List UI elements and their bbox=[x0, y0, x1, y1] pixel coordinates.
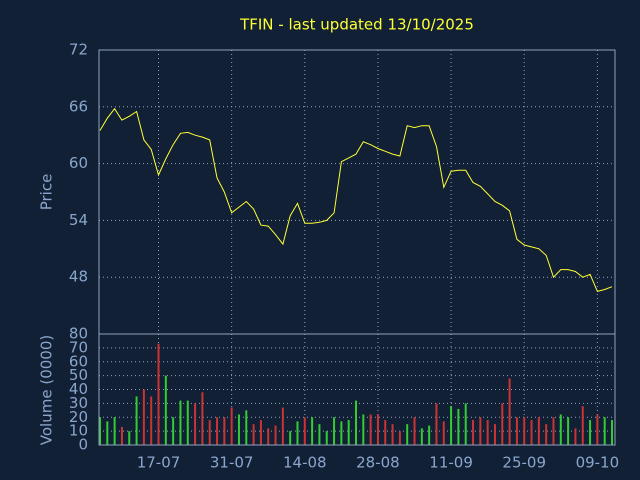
volume-bar bbox=[120, 426, 123, 445]
volume-bar bbox=[311, 417, 314, 445]
volume-bar bbox=[589, 420, 592, 445]
volume-bar bbox=[252, 424, 255, 445]
volume-bar bbox=[106, 421, 109, 445]
volume-bar bbox=[464, 403, 467, 445]
y-tick-label: 80 bbox=[69, 325, 88, 343]
volume-bar bbox=[442, 421, 445, 445]
x-tick-label: 09-10 bbox=[576, 454, 620, 472]
volume-bar bbox=[333, 417, 336, 445]
y-tick-label: 72 bbox=[69, 41, 88, 59]
y-tick-label: 30 bbox=[69, 394, 88, 412]
volume-bar bbox=[515, 417, 518, 445]
volume-bar bbox=[208, 420, 211, 445]
volume-bar bbox=[289, 431, 292, 445]
volume-bar bbox=[201, 392, 204, 445]
volume-bar bbox=[486, 420, 489, 445]
y-tick-label: 66 bbox=[69, 97, 88, 115]
y-tick-label: 10 bbox=[69, 422, 88, 440]
volume-bar bbox=[581, 406, 584, 445]
volume-bar bbox=[274, 425, 277, 445]
volume-bar bbox=[150, 396, 153, 445]
y-tick-label: 60 bbox=[69, 154, 88, 172]
volume-bar bbox=[303, 417, 306, 445]
volume-bar bbox=[376, 414, 379, 445]
volume-bar bbox=[574, 428, 577, 445]
x-tick-label: 17-07 bbox=[137, 454, 181, 472]
volume-bar bbox=[428, 425, 431, 445]
volume-bar bbox=[479, 417, 482, 445]
volume-bar bbox=[157, 343, 160, 445]
volume-bar bbox=[369, 414, 372, 445]
volume-bar bbox=[545, 424, 548, 445]
x-tick-label: 14-08 bbox=[283, 454, 327, 472]
volume-bar bbox=[559, 414, 562, 445]
volume-bar bbox=[186, 400, 189, 445]
volume-bar bbox=[501, 403, 504, 445]
plot-frame bbox=[98, 333, 616, 446]
volume-bar bbox=[296, 421, 299, 445]
volume-bar bbox=[340, 421, 343, 445]
volume-bar bbox=[223, 417, 226, 445]
volume-bar bbox=[113, 417, 116, 445]
volume-bar bbox=[164, 375, 167, 445]
y-tick-label: 70 bbox=[69, 338, 88, 356]
volume-bar bbox=[237, 414, 240, 445]
y-tick-label: 40 bbox=[69, 380, 88, 398]
volume-bar bbox=[537, 417, 540, 445]
volume-bar bbox=[457, 408, 460, 445]
volume-bar bbox=[259, 420, 262, 445]
volume-bar bbox=[135, 396, 138, 445]
volume-bar bbox=[142, 389, 145, 445]
y-axis-label: Price bbox=[38, 174, 56, 211]
volume-bar bbox=[406, 424, 409, 445]
volume-bar bbox=[384, 420, 387, 445]
volume-bar bbox=[216, 417, 219, 445]
y-tick-label: 0 bbox=[78, 436, 88, 454]
y-tick-label: 60 bbox=[69, 352, 88, 370]
x-tick-label: 28-08 bbox=[356, 454, 400, 472]
price-line bbox=[99, 107, 613, 292]
volume-bar bbox=[230, 407, 233, 445]
volume-bar bbox=[552, 417, 555, 445]
volume-bar bbox=[267, 428, 270, 445]
volume-bar bbox=[472, 420, 475, 445]
volume-bar bbox=[172, 417, 175, 445]
volume-bar bbox=[530, 420, 533, 445]
y-tick-label: 50 bbox=[69, 366, 88, 384]
volume-bar bbox=[413, 417, 416, 445]
volume-bar bbox=[281, 407, 284, 445]
volume-bar bbox=[523, 417, 526, 445]
volume-bar bbox=[99, 417, 101, 445]
y-tick-label: 20 bbox=[69, 408, 88, 426]
volume-bar bbox=[398, 431, 401, 445]
volume-bar bbox=[603, 417, 606, 445]
x-tick-label: 11-09 bbox=[429, 454, 473, 472]
volume-bar bbox=[318, 424, 321, 445]
y-tick-label: 48 bbox=[69, 268, 88, 286]
volume-bar bbox=[245, 410, 248, 445]
volume-bar bbox=[420, 428, 423, 445]
x-tick-label: 31-07 bbox=[210, 454, 254, 472]
y-tick-label: 54 bbox=[69, 211, 88, 229]
volume-bar bbox=[194, 403, 197, 445]
volume-bar bbox=[567, 417, 570, 445]
volume-bar bbox=[325, 431, 328, 445]
volume-bar bbox=[347, 420, 350, 445]
volume-bar bbox=[611, 420, 613, 445]
volume-bar bbox=[362, 414, 365, 445]
volume-bar bbox=[355, 400, 357, 445]
volume-bar bbox=[179, 400, 182, 445]
volume-bar bbox=[128, 431, 131, 445]
volume-bar bbox=[391, 424, 394, 445]
volume-bar bbox=[508, 378, 511, 445]
volume-bar bbox=[435, 403, 438, 445]
chart-title: TFIN - last updated 13/10/2025 bbox=[239, 16, 474, 34]
volume-bar bbox=[596, 414, 599, 445]
x-tick-label: 25-09 bbox=[502, 454, 546, 472]
volume-bar bbox=[493, 424, 496, 445]
y-axis-label: Volume (0000) bbox=[38, 335, 56, 445]
volume-bar bbox=[450, 406, 453, 445]
